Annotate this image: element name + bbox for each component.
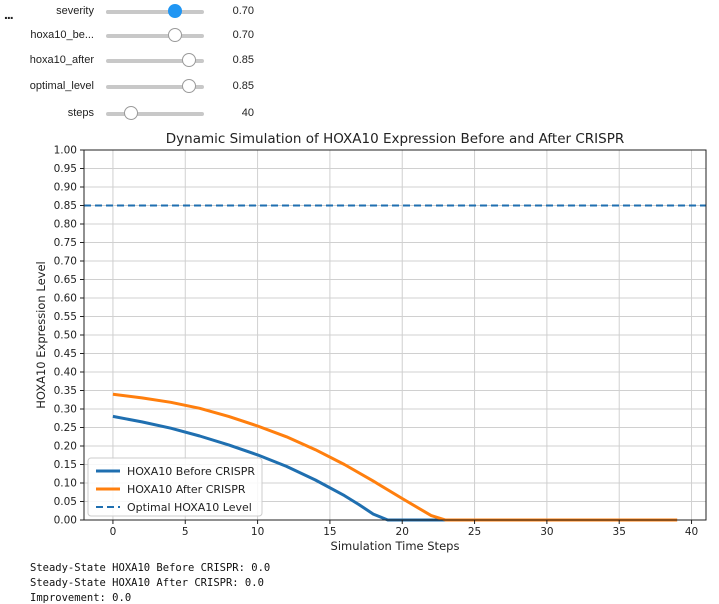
y-tick-label: 0.35 xyxy=(54,385,77,397)
legend-box xyxy=(87,457,263,517)
slider-label: severity xyxy=(56,5,94,17)
slider-track[interactable] xyxy=(106,4,204,18)
slider-value: 0.85 xyxy=(232,54,254,66)
more-options-icon[interactable]: ... xyxy=(4,6,14,22)
slider-value: 0.85 xyxy=(232,80,254,92)
slider-handle[interactable] xyxy=(124,106,139,120)
slider-fill xyxy=(106,10,175,14)
legend-label-0: HOXA10 Before CRISPR xyxy=(127,465,255,478)
y-tick-label: 0.85 xyxy=(54,200,77,212)
y-tick-label: 0.25 xyxy=(54,422,77,434)
x-tick-label: 30 xyxy=(540,526,553,538)
y-tick-label: 0.05 xyxy=(54,496,77,508)
y-tick-label: 0.55 xyxy=(54,311,77,323)
x-tick-label: 10 xyxy=(251,526,264,538)
y-tick-label: 0.80 xyxy=(54,219,77,231)
slider-value: 0.70 xyxy=(232,5,254,17)
series-layer xyxy=(84,204,706,522)
slider-label: hoxa10_after xyxy=(29,54,94,66)
y-tick-label: 0.20 xyxy=(54,441,77,453)
slider-track[interactable] xyxy=(106,106,204,120)
series-after-line xyxy=(112,392,678,522)
y-tick-label: 0.00 xyxy=(54,515,77,527)
y-tick-label: 0.45 xyxy=(54,348,77,360)
slider-label: optimal_level xyxy=(29,80,94,92)
y-tick-label: 0.50 xyxy=(54,330,77,342)
slider-row-2: hoxa10_after 0.85 xyxy=(0,51,300,71)
hoxa10-expression-chart: 0 5 10 15 20 25 30 35 40 0.00 0.05 0.10 0.15 0.20 0.25… xyxy=(34,131,707,553)
x-tick-label: 20 xyxy=(396,526,409,538)
slider-value: 40 xyxy=(241,107,254,119)
slider-row-0: severity 0.70 xyxy=(0,2,300,22)
legend-label-1: HOXA10 After CRISPR xyxy=(127,483,246,496)
y-tick-label: 0.90 xyxy=(54,182,77,194)
x-tick-label: 15 xyxy=(323,526,336,538)
steady-state-after-readout: Steady-State HOXA10 After CRISPR: 0.0 xyxy=(30,577,264,589)
slider-track[interactable] xyxy=(106,53,204,67)
y-tick-label: 1.00 xyxy=(54,145,77,157)
series-before-line xyxy=(112,414,678,522)
slider-row-1: hoxa10_be... 0.70 xyxy=(0,26,300,46)
axis-ticks: 0 5 10 15 20 25 30 35 40 0.00 0.05 0.10 0.15 0.20 0.25… xyxy=(54,145,699,539)
slider-track[interactable] xyxy=(106,28,204,42)
improvement-readout: Improvement: 0.0 xyxy=(30,592,132,604)
y-tick-label: 0.30 xyxy=(54,404,77,416)
slider-value: 0.70 xyxy=(232,29,254,41)
slider-label: hoxa10_be... xyxy=(30,29,94,41)
x-tick-label: 5 xyxy=(182,526,189,538)
y-tick-label: 0.95 xyxy=(54,163,77,175)
y-tick-label: 0.70 xyxy=(54,256,77,268)
slider-handle[interactable] xyxy=(182,53,197,67)
chart-legend: HOXA10 Before CRISPR HOXA10 After CRISPR O… xyxy=(87,457,263,517)
slider-row-3: optimal_level 0.85 xyxy=(0,77,300,97)
y-tick-label: 0.10 xyxy=(54,478,77,490)
y-tick-label: 0.75 xyxy=(54,237,77,249)
x-tick-label: 35 xyxy=(613,526,626,538)
steady-state-before-readout: Steady-State HOXA10 Before CRISPR: 0.0 xyxy=(30,562,271,574)
x-tick-label: 25 xyxy=(468,526,481,538)
slider-label: steps xyxy=(67,107,94,119)
slider-handle[interactable] xyxy=(167,28,182,42)
x-tick-label: 40 xyxy=(685,526,698,538)
y-tick-label: 0.65 xyxy=(54,274,77,286)
y-tick-label: 0.15 xyxy=(54,459,77,471)
x-tick-label: 0 xyxy=(110,526,117,538)
slider-row-4: steps 40 xyxy=(0,104,300,124)
chart-title: Dynamic Simulation of HOXA10 Expression … xyxy=(166,131,624,147)
x-axis-label: Simulation Time Steps xyxy=(331,539,460,553)
y-tick-label: 0.40 xyxy=(54,367,77,379)
legend-label-2: Optimal HOXA10 Level xyxy=(127,501,252,514)
y-axis-label: HOXA10 Expression Level xyxy=(34,261,48,408)
slider-track[interactable] xyxy=(106,79,204,93)
y-tick-label: 0.60 xyxy=(54,293,77,305)
slider-handle[interactable] xyxy=(182,79,197,93)
slider-handle[interactable] xyxy=(167,4,182,18)
